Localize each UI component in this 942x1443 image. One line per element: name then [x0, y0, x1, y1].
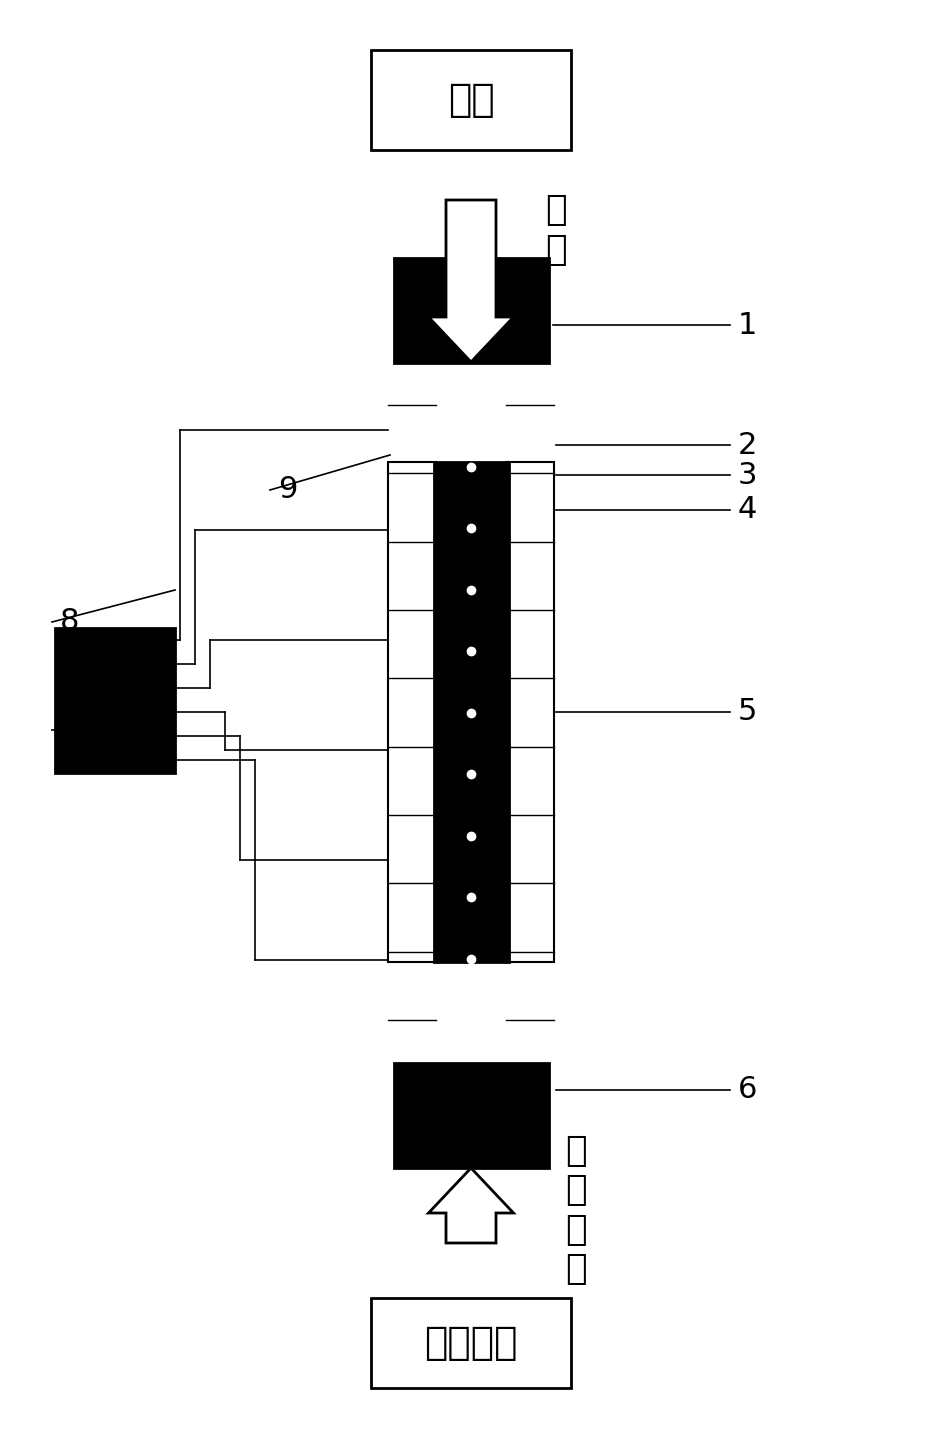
- Bar: [394, 257, 548, 362]
- Bar: [371, 1299, 571, 1388]
- Text: 5: 5: [738, 697, 757, 726]
- Text: 6: 6: [738, 1075, 757, 1104]
- Text: 3: 3: [738, 460, 757, 489]
- Bar: [506, 462, 554, 962]
- Text: 4: 4: [738, 495, 757, 524]
- Text: 9: 9: [278, 476, 298, 505]
- Text: 宇宙空间: 宇宙空间: [424, 1325, 518, 1362]
- Bar: [371, 51, 571, 150]
- Text: 1: 1: [738, 310, 757, 339]
- Text: 2: 2: [738, 430, 757, 459]
- Text: 辐
射
制
冷: 辐 射 制 冷: [565, 1134, 587, 1286]
- Text: 太阳: 太阳: [447, 81, 495, 118]
- Text: 7: 7: [60, 716, 79, 745]
- Bar: [55, 628, 175, 772]
- FancyArrow shape: [429, 201, 513, 362]
- Bar: [394, 1062, 548, 1167]
- Bar: [388, 462, 436, 962]
- Text: 供
能: 供 能: [545, 193, 567, 267]
- Text: 8: 8: [60, 608, 79, 636]
- Bar: [433, 462, 509, 962]
- FancyArrow shape: [429, 1167, 513, 1242]
